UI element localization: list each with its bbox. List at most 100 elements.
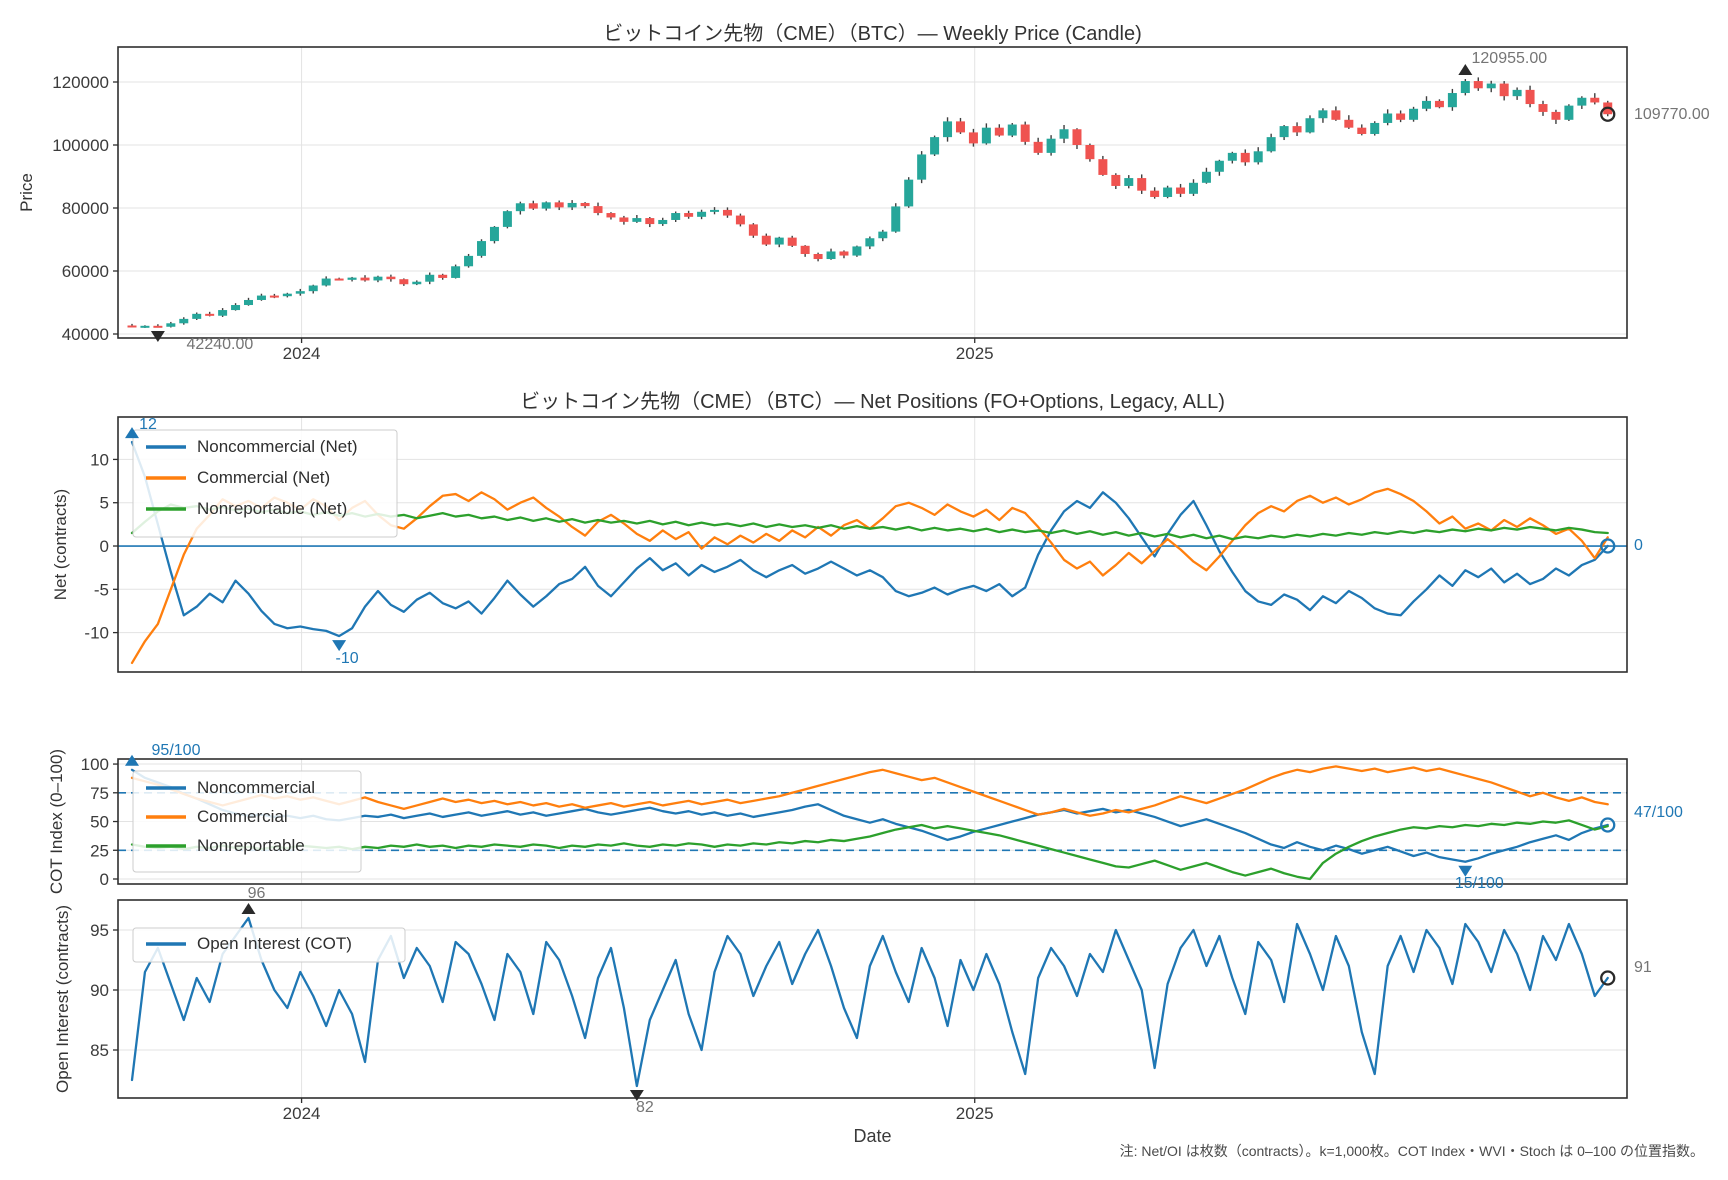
candle-down [1499,83,1509,97]
panel-background [118,47,1627,338]
candle-up [1447,93,1457,108]
y-tick-label: 90 [90,981,109,1000]
candle-down [968,132,978,144]
candle-up [852,246,862,256]
last-value-marker-icon [1600,106,1616,122]
y-axis-label: Open Interest (contracts) [53,905,72,1093]
candle-up [710,209,720,212]
last-value-marker-icon [1600,817,1616,833]
y-axis-label: COT Index (0–100) [47,749,66,894]
candle-up [1370,122,1380,134]
candle-up [502,211,512,227]
panel-border [117,46,1628,339]
panel-border [117,899,1628,1099]
annotation-label: -10 [336,650,359,667]
x-tick-label: 2025 [956,344,994,363]
candle-down [645,218,655,225]
candle-up [1279,126,1289,138]
y-tick-label: 5 [100,494,109,513]
y-tick-label: -10 [84,624,109,643]
legend-box [132,927,406,963]
nonreportable-line [130,819,1609,881]
last-value-marker-icon [1600,970,1616,986]
candle-down [787,237,797,246]
candle-up [451,266,461,278]
y-tick-label: 10 [90,450,109,469]
annotation-label: 15/100 [1455,875,1504,892]
candle-down [1072,129,1082,145]
candle-up [541,202,551,209]
annotation-label: 120955.00 [1472,50,1548,67]
candle-down [800,245,810,254]
candle-down [619,217,629,222]
candle-down [1590,97,1600,103]
candle-up [878,231,888,239]
low-marker-icon [332,640,347,652]
legend-label: Commercial [197,807,288,826]
candle-down [1111,174,1121,186]
high-marker-icon [125,427,139,439]
candle-up [1422,100,1431,109]
candle-up [658,219,668,225]
annotation-label: 82 [636,1099,654,1116]
legend [132,927,406,963]
last-value-marker-icon [1600,538,1616,554]
candle-up [1266,137,1276,152]
candle-up [295,291,305,294]
candle-down [386,276,396,280]
candle-down [606,213,616,218]
panel-border [117,416,1628,673]
candle-up [244,299,254,306]
y-tick-label: 0 [100,870,109,889]
candle-down [1538,104,1548,112]
y-tick-label: 0 [100,537,109,556]
y-tick-label: 120000 [52,73,109,92]
candle-down [1344,119,1354,128]
candle-up [917,154,927,180]
annotation-label: 95/100 [152,742,201,759]
candle-down [1473,81,1483,89]
candle-down [722,209,732,216]
candle-up [308,285,318,292]
candle-up [321,278,331,286]
candle-up [256,295,266,300]
candle-down [1033,141,1043,153]
candle-down [269,295,279,298]
annotation-label: 96 [248,885,266,902]
candle-down [813,253,823,260]
candle-up [231,305,241,311]
candle-up [373,276,383,281]
candle-up [140,325,150,328]
candle-up [1577,97,1587,106]
candle-up [425,274,435,282]
candle-down [399,279,409,285]
candle-down [438,274,448,278]
candle-up [1214,160,1224,172]
candle-down [1551,111,1561,120]
candle-up [826,251,836,260]
candle-up [930,137,940,155]
candle-up [179,318,189,324]
candle-down [593,206,603,214]
candle-up [1512,89,1522,97]
candle-down [761,235,771,245]
low-marker-icon [1458,865,1473,877]
candle-up [1046,138,1056,153]
candle-up [1383,113,1393,123]
candle-down [153,325,163,328]
candle-up [192,313,202,319]
x-tick-label: 2024 [283,344,321,363]
y-axis-label: Net (contracts) [51,489,70,600]
candle-up [1409,108,1419,120]
candle-up [1305,118,1315,133]
candle-up [515,203,525,212]
y-tick-label: 60000 [62,262,109,281]
candle-up [865,238,875,247]
candle-down [1396,113,1406,120]
candle-up [166,323,176,327]
noncommercial-line [130,768,1609,863]
x-tick-label: 2024 [283,1104,321,1123]
candle-up [464,255,474,267]
annotation-label: 0 [1634,537,1643,554]
legend-label: Noncommercial [197,778,315,797]
